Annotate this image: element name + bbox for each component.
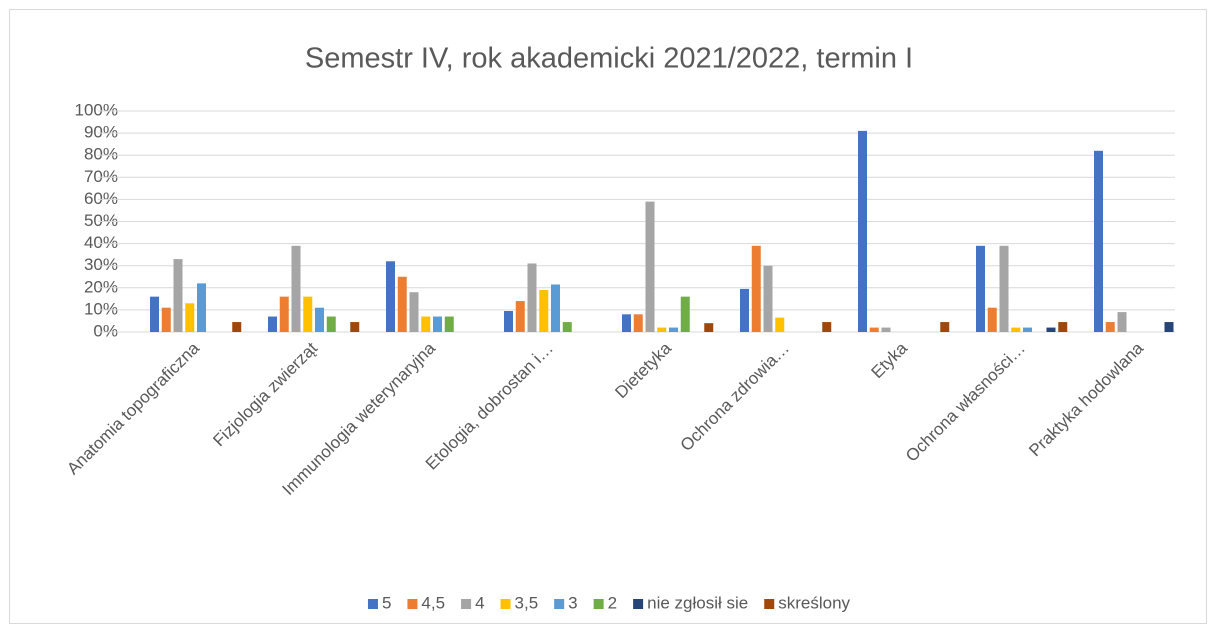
y-tick-label: 0%	[93, 321, 118, 340]
bar	[421, 316, 431, 332]
bar	[562, 322, 572, 332]
bar	[291, 245, 301, 332]
bar	[680, 296, 690, 332]
y-tick-label: 90%	[84, 123, 118, 142]
bar	[1094, 150, 1103, 332]
legend-swatch	[407, 599, 418, 609]
legend-label: 4,5	[421, 593, 445, 612]
chart-title: Semestr IV, rok akademicki 2021/2022, te…	[305, 43, 913, 75]
bar	[822, 322, 832, 332]
bar	[1046, 327, 1056, 332]
bar	[551, 284, 560, 332]
legend-swatch	[633, 599, 644, 609]
legend-swatch	[367, 599, 378, 609]
y-tick-label: 100%	[75, 100, 118, 119]
legend-label: 2	[608, 593, 617, 612]
legend-label: 4	[475, 593, 484, 612]
bar	[751, 245, 761, 332]
legend-label: 3,5	[515, 593, 539, 612]
bar	[1164, 322, 1174, 332]
y-tick-label: 20%	[84, 277, 118, 296]
bar	[1117, 312, 1127, 332]
bar	[515, 301, 525, 332]
bar	[539, 290, 549, 332]
legend-swatch	[764, 599, 775, 609]
bar	[504, 311, 513, 332]
y-tick-label: 80%	[84, 145, 118, 164]
bar	[444, 316, 454, 332]
bar	[657, 327, 667, 332]
legend-swatch	[461, 599, 472, 609]
y-tick-label: 70%	[84, 167, 118, 186]
legend-label: skreślony	[778, 593, 850, 612]
bar	[315, 307, 324, 332]
bar	[279, 296, 289, 332]
legend-label: 5	[382, 593, 391, 612]
bar	[268, 316, 277, 332]
bar	[173, 259, 183, 332]
bar	[1105, 322, 1115, 332]
bar	[232, 322, 242, 332]
legend-label: nie zgłosił sie	[647, 593, 748, 612]
legend-swatch	[554, 599, 565, 609]
legend-label: 3	[568, 593, 577, 612]
bar	[633, 314, 643, 332]
y-tick-label: 40%	[84, 233, 118, 252]
bar	[704, 323, 714, 332]
bar	[185, 303, 195, 332]
y-tick-label: 30%	[84, 255, 118, 274]
bar	[409, 292, 419, 332]
bar	[940, 322, 950, 332]
bar	[433, 316, 442, 332]
bar	[858, 130, 867, 332]
bar	[775, 317, 785, 332]
y-tick-label: 60%	[84, 189, 118, 208]
bar	[161, 307, 171, 332]
bar	[881, 327, 891, 332]
bar	[740, 288, 749, 332]
bar	[197, 283, 206, 332]
bar	[303, 296, 313, 332]
bar	[763, 265, 773, 332]
bar	[1011, 327, 1021, 332]
bar	[869, 327, 879, 332]
bar	[397, 276, 407, 332]
bar	[999, 245, 1009, 332]
bar	[669, 327, 678, 332]
legend-swatch	[500, 599, 511, 609]
bar	[987, 307, 997, 332]
bar	[1023, 327, 1032, 332]
y-tick-label: 10%	[84, 299, 118, 318]
bar	[1058, 322, 1068, 332]
bar	[645, 201, 655, 332]
bar	[150, 296, 159, 332]
bar	[350, 322, 360, 332]
legend-swatch	[593, 599, 604, 609]
legend: 5 4,5 4 3,5 3 2 nie zgłosił sie skreślony	[367, 593, 851, 612]
bar	[527, 263, 537, 332]
bar	[976, 245, 985, 332]
bar	[622, 314, 631, 332]
y-tick-label: 50%	[84, 211, 118, 230]
bar	[386, 261, 395, 332]
bar	[326, 316, 336, 332]
